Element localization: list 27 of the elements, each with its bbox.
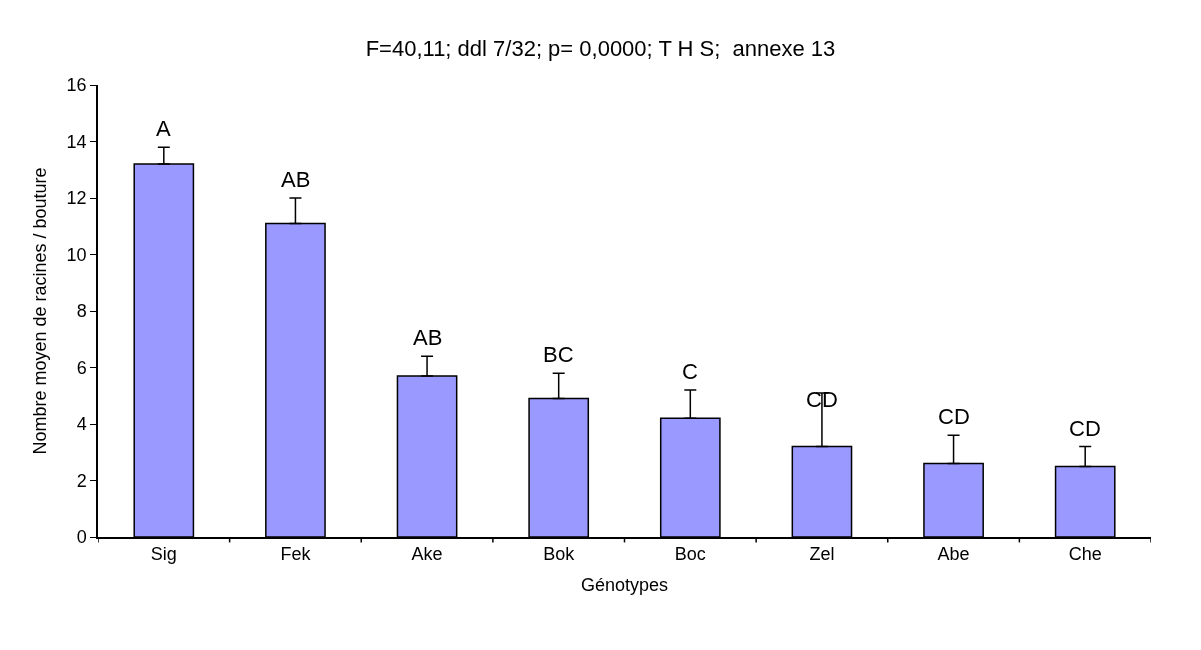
y-tick-label: 6 <box>76 357 87 378</box>
x-tick-label: Boc <box>674 544 706 565</box>
y-tick-label: 12 <box>66 188 87 209</box>
annotation: BC <box>543 342 574 367</box>
annotation: AB <box>281 167 311 192</box>
y-tick-label: 0 <box>76 527 87 548</box>
x-tick-label: Abe <box>937 544 970 565</box>
y-tick-label: 8 <box>76 301 87 322</box>
chart-title: F=40,11; ddl 7/32; p= 0,0000; T H S; annexe 13 <box>365 36 836 62</box>
annotation: AB <box>413 325 443 350</box>
x-tick-label: Zel <box>809 544 835 565</box>
x-tick-label: Sig <box>150 544 177 565</box>
x-tick-label: Bok <box>543 544 576 565</box>
y-tick-label: 4 <box>76 414 87 435</box>
annotation: CD <box>938 404 970 429</box>
y-axis-title: Nombre moyen de racines / bouture <box>30 167 51 455</box>
y-tick-label: 14 <box>66 131 87 152</box>
annotation: C <box>682 359 698 384</box>
y-tick-label: 10 <box>66 244 87 265</box>
annotation: A <box>156 116 171 141</box>
x-tick-label: Fek <box>280 544 312 565</box>
y-tick-label: 16 <box>66 75 87 96</box>
y-tick-label: 2 <box>76 470 87 491</box>
annotation: CD <box>1069 416 1101 441</box>
x-tick-label: Che <box>1068 544 1102 565</box>
x-axis-title: Génotypes <box>580 574 669 595</box>
x-tick-label: Ake <box>411 544 443 565</box>
